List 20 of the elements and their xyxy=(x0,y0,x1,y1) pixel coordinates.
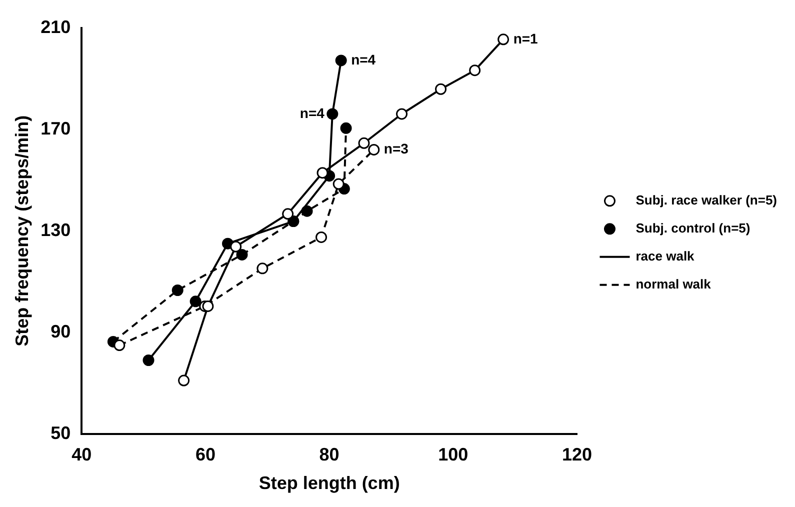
y-tick-label: 210 xyxy=(40,16,71,37)
x-tick-label: 40 xyxy=(72,444,92,465)
legend-label: Subj. race walker (n=5) xyxy=(636,192,778,208)
x-tick-label: 60 xyxy=(195,444,216,465)
annotation: n=1 xyxy=(513,30,538,46)
text: race walk xyxy=(636,248,696,264)
y-tick-label: 50 xyxy=(50,422,71,443)
y-tick-label: 170 xyxy=(40,118,71,138)
y-tick-label: 90 xyxy=(50,321,71,342)
x-tick-label: 100 xyxy=(438,444,468,465)
x-axis-title: Step length (cm) xyxy=(258,473,400,494)
annotation: n=3 xyxy=(384,140,409,157)
y-axis-title: Step frequency (steps/min) xyxy=(12,115,32,346)
annotation: n=4 xyxy=(351,51,376,68)
text: normal walk xyxy=(636,276,712,292)
x-tick-label: 120 xyxy=(562,444,592,465)
legend-label: Subj. control (n=5) xyxy=(636,220,750,236)
x-tick-label: 80 xyxy=(319,444,340,465)
y-tick-label: 130 xyxy=(40,220,71,240)
annotation: n=4 xyxy=(300,104,325,121)
